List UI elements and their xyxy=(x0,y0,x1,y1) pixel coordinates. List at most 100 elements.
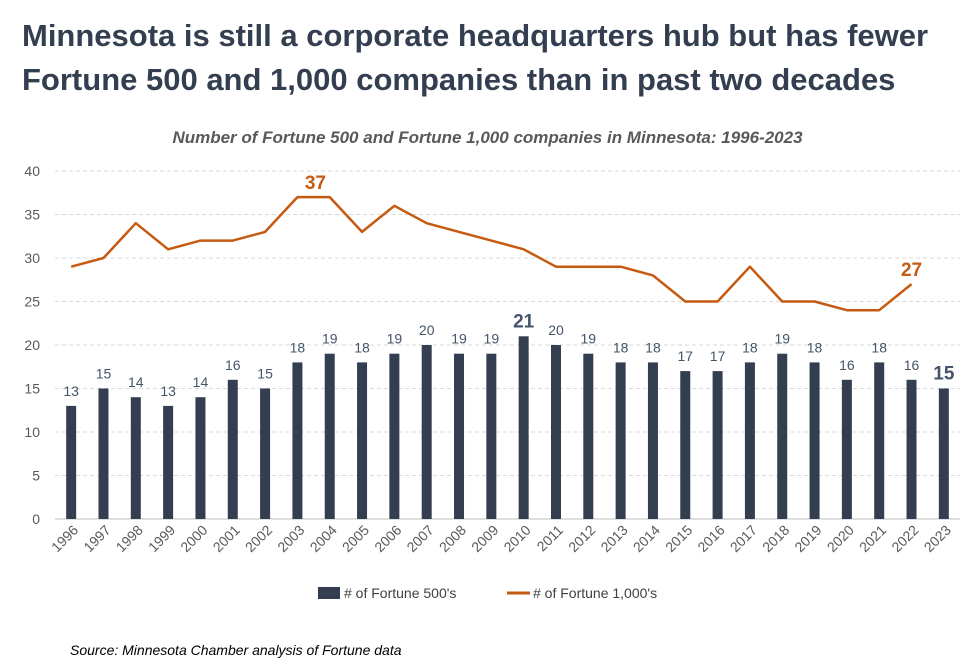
x-tick-label: 2012 xyxy=(565,522,598,555)
x-tick-label: 2007 xyxy=(403,522,436,555)
bar xyxy=(66,405,77,519)
x-tick-label: 1997 xyxy=(80,522,113,555)
bar xyxy=(680,371,691,519)
bar xyxy=(809,362,820,519)
x-tick-label: 2014 xyxy=(630,522,663,555)
y-tick-label: 35 xyxy=(24,207,40,223)
bar xyxy=(421,345,432,519)
x-tick-label: 2017 xyxy=(727,522,760,555)
bar-data-label: 17 xyxy=(677,348,693,364)
x-tick-label: 1999 xyxy=(145,522,178,555)
page-title: Minnesota is still a corporate headquart… xyxy=(22,18,929,97)
x-tick-label: 2013 xyxy=(597,522,630,555)
x-tick-label: 2019 xyxy=(791,522,824,555)
x-tick-label: 2023 xyxy=(921,522,954,555)
y-tick-label: 40 xyxy=(24,163,40,179)
x-axis-ticks: 1996199719981999200020012002200320042005… xyxy=(48,522,954,555)
bar xyxy=(938,388,949,519)
y-tick-label: 30 xyxy=(24,250,40,266)
bar xyxy=(550,345,561,519)
bar xyxy=(227,379,238,519)
y-tick-label: 15 xyxy=(24,381,40,397)
x-tick-label: 2011 xyxy=(533,522,566,555)
line-data-label: 27 xyxy=(901,260,922,281)
bar-data-label: 21 xyxy=(513,311,535,332)
bar xyxy=(324,353,335,519)
x-tick-label: 2008 xyxy=(436,522,469,555)
grid-lines xyxy=(55,170,960,520)
source-note: Source: Minnesota Chamber analysis of Fo… xyxy=(70,642,402,658)
bar-data-label: 18 xyxy=(742,339,758,355)
bar-data-label: 16 xyxy=(225,357,241,373)
x-tick-label: 2003 xyxy=(274,522,307,555)
x-tick-label: 2004 xyxy=(307,522,340,555)
x-tick-label: 1998 xyxy=(113,522,146,555)
bar xyxy=(744,362,755,519)
y-tick-label: 10 xyxy=(24,424,40,440)
bar xyxy=(357,362,368,519)
bar xyxy=(712,371,723,519)
bar-data-label: 13 xyxy=(160,383,176,399)
bar xyxy=(518,336,529,519)
bar xyxy=(777,353,788,519)
bar-data-label: 15 xyxy=(933,364,955,385)
bar-data-label: 19 xyxy=(387,331,403,347)
x-tick-label: 2005 xyxy=(339,522,372,555)
bar-data-label: 15 xyxy=(96,366,112,382)
bar-data-label: 17 xyxy=(710,348,726,364)
bar-data-label: 18 xyxy=(354,339,370,355)
bar-data-label: 18 xyxy=(613,339,629,355)
y-tick-label: 0 xyxy=(32,511,40,527)
line-series: 37 27 xyxy=(70,173,922,312)
x-tick-label: 2006 xyxy=(371,522,404,555)
bar-data-label: 19 xyxy=(484,331,500,347)
bar-data-label: 20 xyxy=(419,322,435,338)
x-tick-label: 2022 xyxy=(888,522,921,555)
line-fortune-1000 xyxy=(70,195,913,312)
bar xyxy=(454,353,465,519)
bar-data-label: 15 xyxy=(257,366,273,382)
bar xyxy=(841,379,852,519)
bar xyxy=(389,353,400,519)
bar xyxy=(647,362,658,519)
x-tick-label: 2020 xyxy=(824,522,857,555)
y-tick-label: 5 xyxy=(32,468,40,484)
bar-data-label: 14 xyxy=(193,374,209,390)
bar-data-label: 18 xyxy=(645,339,661,355)
x-tick-label: 1996 xyxy=(48,522,81,555)
bar xyxy=(195,397,206,519)
x-tick-label: 2016 xyxy=(694,522,727,555)
bar-data-label: 18 xyxy=(871,339,887,355)
bar xyxy=(260,388,271,519)
bar-series: 13 15 14 13 14 16 15 18 19 18 19 20 19 19 21 20 19 18 18 17… xyxy=(63,311,955,519)
bar xyxy=(130,397,141,519)
bar xyxy=(98,388,109,519)
legend: # of Fortune 500's # of Fortune 1,000's xyxy=(318,585,657,601)
bar-data-label: 13 xyxy=(63,383,79,399)
x-tick-label: 2021 xyxy=(856,522,889,555)
bar xyxy=(486,353,497,519)
bar xyxy=(615,362,626,519)
x-tick-label: 2002 xyxy=(242,522,275,555)
x-tick-label: 2015 xyxy=(662,522,695,555)
legend-swatch-fortune-500 xyxy=(318,587,340,599)
x-tick-label: 2000 xyxy=(177,522,210,555)
x-tick-label: 2001 xyxy=(210,522,243,555)
bar-data-label: 18 xyxy=(807,339,823,355)
legend-label-fortune-1000: # of Fortune 1,000's xyxy=(533,585,657,601)
bar-data-label: 14 xyxy=(128,374,144,390)
bar xyxy=(906,379,917,519)
bar-data-label: 19 xyxy=(322,331,338,347)
bar xyxy=(292,362,303,519)
y-axis-ticks: 0 5 10 15 20 25 30 35 40 xyxy=(24,163,40,527)
bar-data-label: 20 xyxy=(548,322,564,338)
bar-data-label: 16 xyxy=(839,357,855,373)
bar-data-label: 19 xyxy=(451,331,467,347)
y-tick-label: 25 xyxy=(24,294,40,310)
bar xyxy=(583,353,594,519)
line-data-label: 37 xyxy=(305,173,326,194)
bar-data-label: 19 xyxy=(581,331,597,347)
legend-label-fortune-500: # of Fortune 500's xyxy=(344,585,456,601)
chart-subtitle: Number of Fortune 500 and Fortune 1,000 … xyxy=(172,128,803,147)
